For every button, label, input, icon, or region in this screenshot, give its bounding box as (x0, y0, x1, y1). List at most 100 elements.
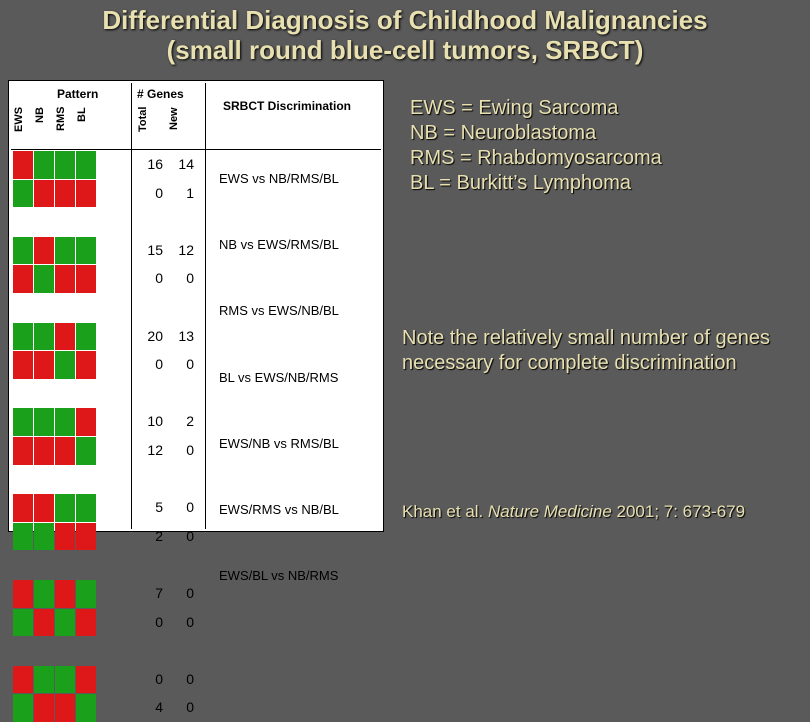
pattern-cell (55, 580, 75, 608)
pattern-cell (34, 323, 54, 351)
gene-total: 0 (137, 666, 167, 694)
slide-title: Differential Diagnosis of Childhood Mali… (0, 0, 810, 68)
pattern-cell (55, 494, 75, 522)
pattern-cell (13, 408, 33, 436)
pattern-cell (76, 180, 96, 208)
pattern-cell (13, 580, 33, 608)
pattern-cell (13, 694, 33, 722)
pattern-cell (34, 151, 54, 179)
gene-new: 0 (168, 694, 198, 722)
pattern-cell (55, 437, 75, 465)
pattern-cell (55, 694, 75, 722)
gene-new: 12 (168, 237, 198, 265)
pattern-cell (76, 265, 96, 293)
pattern-col-rms: RMS (55, 105, 75, 149)
gene-total: 10 (137, 408, 167, 436)
pattern-cell (76, 323, 96, 351)
gene-new: 0 (168, 351, 198, 379)
pattern-col-labels: EWS NB RMS BL (13, 105, 96, 149)
disc-label: EWS/RMS vs NB/BL (215, 482, 381, 538)
legend-bl: BL = Burkitt’s Lymphoma (410, 171, 790, 196)
disc-label: EWS/NB vs RMS/BL (215, 416, 381, 472)
pattern-cell (76, 437, 96, 465)
gene-new: 0 (168, 666, 198, 694)
abbrev-legend: EWS = Ewing Sarcoma NB = Neuroblastoma R… (410, 96, 790, 196)
pattern-cell (13, 323, 33, 351)
citation-rest: 2001; 7: 673-679 (612, 502, 745, 521)
gene-total: 2 (137, 523, 167, 551)
col-header-genes: # Genes (137, 87, 184, 101)
pattern-cell (76, 237, 96, 265)
pattern-cell (55, 151, 75, 179)
pattern-cell (13, 265, 33, 293)
pattern-cell (76, 580, 96, 608)
pattern-cell (34, 265, 54, 293)
pattern-cell (55, 237, 75, 265)
note-text: Note the relatively small number of gene… (402, 326, 796, 376)
gene-total: 0 (137, 609, 167, 637)
citation-journal: Nature Medicine (488, 502, 612, 521)
pattern-cell (55, 666, 75, 694)
pattern-col-ews: EWS (13, 105, 33, 149)
pattern-cell (34, 237, 54, 265)
gene-col-total: Total (137, 105, 167, 149)
pattern-cell (55, 265, 75, 293)
pattern-cell (76, 666, 96, 694)
pattern-cell (13, 437, 33, 465)
pattern-cell (34, 666, 54, 694)
gene-numbers: 161401151200201300102120502070000040 (137, 151, 198, 722)
pattern-cell (34, 694, 54, 722)
disc-label: NB vs EWS/RMS/BL (215, 217, 381, 273)
discrimination-labels: EWS vs NB/RMS/BL NB vs EWS/RMS/BL RMS vs E… (215, 151, 381, 604)
gene-new: 2 (168, 408, 198, 436)
pattern-cell (55, 323, 75, 351)
pattern-cell (76, 694, 96, 722)
gene-total: 15 (137, 237, 167, 265)
pattern-cell (76, 494, 96, 522)
gene-total: 0 (137, 180, 167, 208)
pattern-grid (13, 151, 96, 722)
gene-total: 4 (137, 694, 167, 722)
pattern-cell (55, 408, 75, 436)
gene-new: 0 (168, 437, 198, 465)
gene-total: 0 (137, 265, 167, 293)
legend-rms: RMS = Rhabdomyosarcoma (410, 146, 790, 171)
legend-ews: EWS = Ewing Sarcoma (410, 96, 790, 121)
pattern-cell (13, 351, 33, 379)
header-rule (11, 149, 381, 150)
pattern-cell (76, 408, 96, 436)
disc-label: RMS vs EWS/NB/BL (215, 283, 381, 339)
disc-label: EWS vs NB/RMS/BL (215, 151, 381, 207)
pattern-cell (76, 151, 96, 179)
pattern-cell (34, 437, 54, 465)
pattern-cell (34, 351, 54, 379)
pattern-col-bl: BL (76, 105, 96, 149)
gene-total: 12 (137, 437, 167, 465)
vrule-1 (131, 83, 132, 529)
pattern-cell (34, 408, 54, 436)
gene-new: 0 (168, 609, 198, 637)
pattern-cell (13, 523, 33, 551)
legend-nb: NB = Neuroblastoma (410, 121, 790, 146)
pattern-col-nb: NB (34, 105, 54, 149)
pattern-cell (34, 494, 54, 522)
pattern-cell (55, 609, 75, 637)
citation-authors: Khan et al. (402, 502, 483, 521)
gene-new: 0 (168, 580, 198, 608)
gene-total: 5 (137, 494, 167, 522)
gene-new: 13 (168, 323, 198, 351)
gene-total: 7 (137, 580, 167, 608)
pattern-cell (13, 494, 33, 522)
pattern-cell (13, 237, 33, 265)
col-header-pattern: Pattern (57, 87, 98, 101)
pattern-cell (34, 580, 54, 608)
gene-total: 16 (137, 151, 167, 179)
pattern-cell (13, 666, 33, 694)
vrule-2 (205, 83, 206, 529)
gene-new: 1 (168, 180, 198, 208)
gene-new: 0 (168, 494, 198, 522)
title-line2: (small round blue-cell tumors, SRBCT) (167, 35, 644, 65)
gene-new: 0 (168, 265, 198, 293)
pattern-cell (76, 351, 96, 379)
title-line1: Differential Diagnosis of Childhood Mali… (102, 5, 707, 35)
